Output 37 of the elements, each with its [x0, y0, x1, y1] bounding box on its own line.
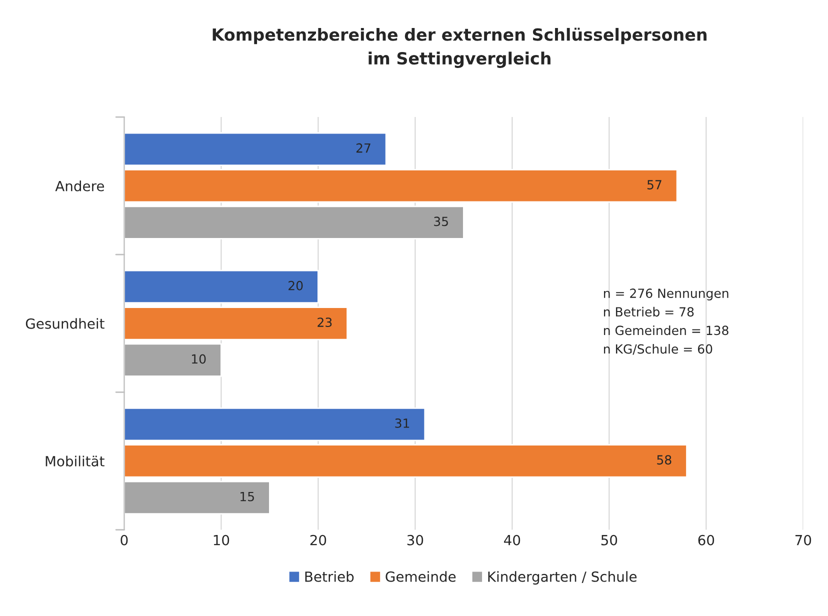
x-tick-label: 50: [601, 534, 618, 546]
bar: [124, 168, 678, 203]
bar: [124, 444, 688, 478]
bar: [124, 306, 348, 340]
bar: [124, 206, 464, 240]
bar: [124, 343, 222, 377]
y-tick-label: Gesundheit: [26, 318, 104, 329]
data-label: 27: [356, 143, 370, 153]
x-tick-label: 70: [795, 534, 812, 546]
data-label: 31: [395, 418, 410, 428]
data-label: 58: [657, 455, 672, 465]
data-label: 15: [240, 492, 254, 502]
bar: [124, 480, 270, 514]
bar: [124, 132, 387, 166]
y-tick-label: Andere: [55, 180, 104, 192]
data-label: 35: [434, 216, 448, 226]
annotation: n Gemeinden = 138: [604, 325, 728, 336]
legend-label: Gemeinde: [386, 571, 456, 582]
x-tick-label: 40: [504, 534, 520, 546]
data-label: 23: [318, 318, 332, 328]
y-tick-label: Mobilität: [46, 456, 104, 466]
data-label: 20: [288, 280, 303, 290]
x-tick-label: 0: [120, 534, 128, 546]
annotation: n Betrieb = 78: [604, 306, 694, 317]
legend-label: Kindergarten / Schule: [488, 571, 637, 585]
x-tick-label: 20: [310, 534, 326, 546]
chart-title: Kompetenzbereiche der externen Schlüsselpersonen im Settingvergleich: [212, 28, 706, 68]
x-tick-label: 10: [214, 534, 230, 546]
annotation: n = 276 Nennungen: [604, 288, 728, 300]
legend-label: Betrieb: [305, 571, 354, 582]
bar: [124, 407, 426, 442]
x-tick-label: 60: [698, 534, 714, 546]
data-label: 57: [647, 180, 662, 190]
bar: [124, 270, 319, 304]
annotation: n KG/Schule = 60: [604, 344, 712, 355]
data-label: 10: [192, 354, 206, 364]
x-tick-label: 30: [407, 534, 424, 546]
